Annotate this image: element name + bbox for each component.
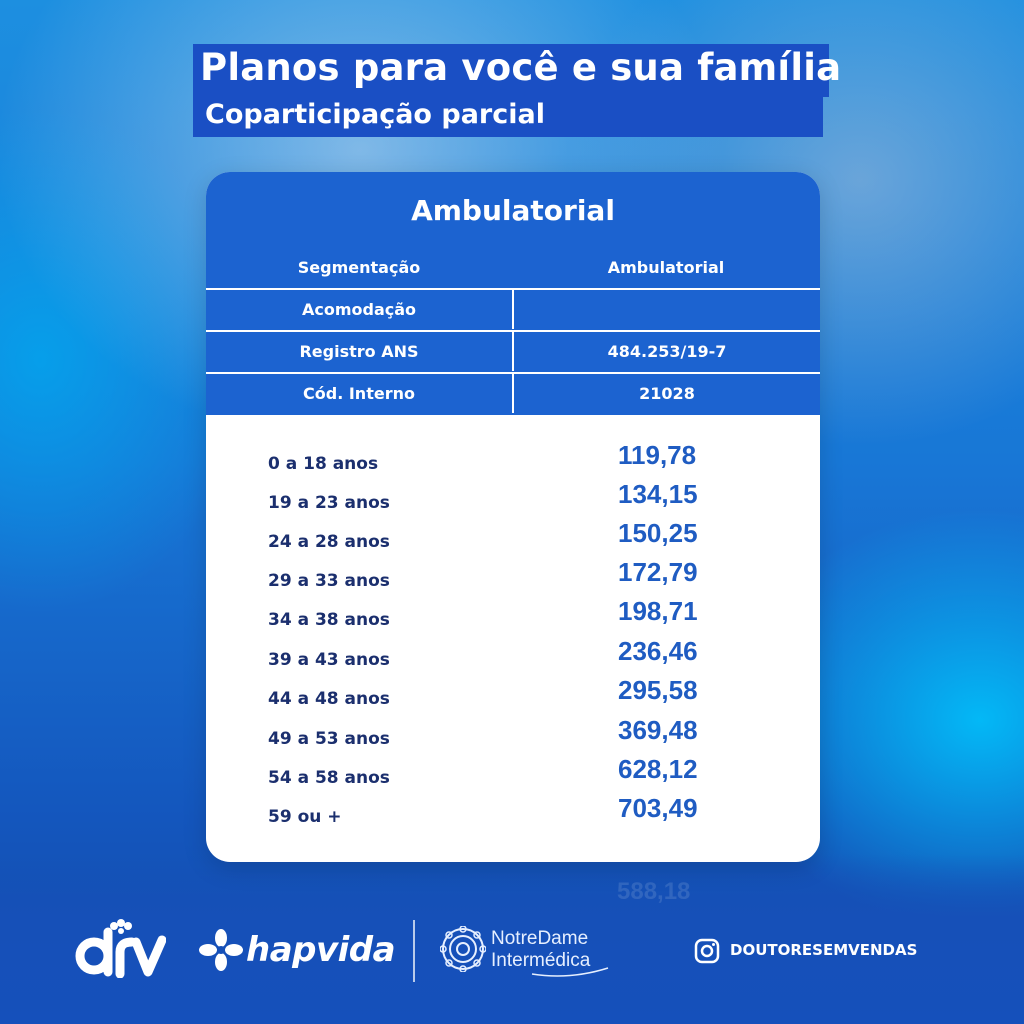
age-range: 39 a 43 anos	[268, 650, 390, 670]
info-value: Ambulatorial	[607, 258, 725, 277]
age-range: 29 a 33 anos	[268, 571, 390, 591]
footer-divider	[413, 920, 415, 982]
price-row: 34 a 38 anos 198,71	[206, 596, 820, 636]
page-subtitle: Coparticipação parcial	[205, 99, 545, 130]
info-row-cod-interno: Cód. Interno 21028	[206, 372, 820, 413]
notredame-swoosh-icon	[531, 967, 609, 977]
instagram-handle[interactable]: DOUTORESEMVENDAS	[730, 941, 918, 959]
price-value: 369,48	[618, 715, 698, 745]
age-range: 34 a 38 anos	[268, 610, 390, 630]
subtitle-highlight	[193, 97, 823, 137]
plan-card-header: Ambulatorial Segmentação Ambulatorial Ac…	[206, 172, 820, 415]
hapvida-flower-icon	[199, 929, 243, 971]
title-highlight	[193, 44, 829, 97]
info-row-segmentacao: Segmentação Ambulatorial	[206, 248, 820, 289]
age-range: 59 ou +	[268, 807, 342, 827]
plan-card: Ambulatorial Segmentação Ambulatorial Ac…	[206, 172, 820, 862]
info-label: Acomodação	[301, 300, 417, 319]
info-label: Registro ANS	[299, 342, 419, 361]
page-title: Planos para você e sua família	[200, 46, 842, 89]
price-row: 19 a 23 anos 134,15	[206, 479, 820, 519]
age-range: 0 a 18 anos	[268, 454, 379, 474]
plan-card-title: Ambulatorial	[411, 194, 615, 227]
price-row: 59 ou + 703,49	[206, 793, 820, 833]
price-row: 44 a 48 anos 295,58	[206, 675, 820, 715]
price-row: 0 a 18 anos 119,78	[206, 440, 820, 480]
age-range: 44 a 48 anos	[268, 689, 390, 709]
price-value: 150,25	[618, 518, 698, 548]
price-row: 49 a 53 anos 369,48	[206, 715, 820, 755]
price-value: 119,78	[618, 440, 697, 470]
age-range: 24 a 28 anos	[268, 532, 390, 552]
drv-logo-icon	[75, 919, 166, 978]
info-label: Segmentação	[297, 258, 421, 277]
hapvida-logo-text: hapvida	[246, 930, 396, 970]
price-row: 29 a 33 anos 172,79	[206, 557, 820, 597]
info-value: 484.253/19-7	[512, 332, 820, 371]
price-value: 134,15	[618, 479, 698, 509]
ghost-price-value: 588,18	[617, 878, 691, 905]
price-value: 295,58	[618, 675, 698, 705]
price-value: 198,71	[618, 596, 698, 626]
info-row-registro-ans: Registro ANS 484.253/19-7	[206, 330, 820, 371]
info-value	[512, 290, 820, 329]
price-row: 54 a 58 anos 628,12	[206, 754, 820, 794]
notredame-logo-line1: NotreDame	[491, 928, 589, 949]
price-value: 703,49	[618, 793, 698, 823]
info-label: Cód. Interno	[303, 384, 415, 403]
price-value: 628,12	[618, 754, 698, 784]
info-value: 21028	[512, 374, 820, 413]
instagram-icon	[694, 938, 720, 964]
price-value: 172,79	[618, 557, 698, 587]
footer-background	[0, 854, 1024, 1024]
price-value: 236,46	[618, 636, 698, 666]
age-range: 54 a 58 anos	[268, 768, 390, 788]
notredame-logo-line2: Intermédica	[491, 950, 591, 971]
age-range: 19 a 23 anos	[268, 493, 390, 513]
info-row-acomodacao: Acomodação	[206, 288, 820, 329]
price-row: 24 a 28 anos 150,25	[206, 518, 820, 558]
price-row: 39 a 43 anos 236,46	[206, 636, 820, 676]
age-range: 49 a 53 anos	[268, 729, 390, 749]
notredame-mandala-icon	[440, 926, 486, 972]
